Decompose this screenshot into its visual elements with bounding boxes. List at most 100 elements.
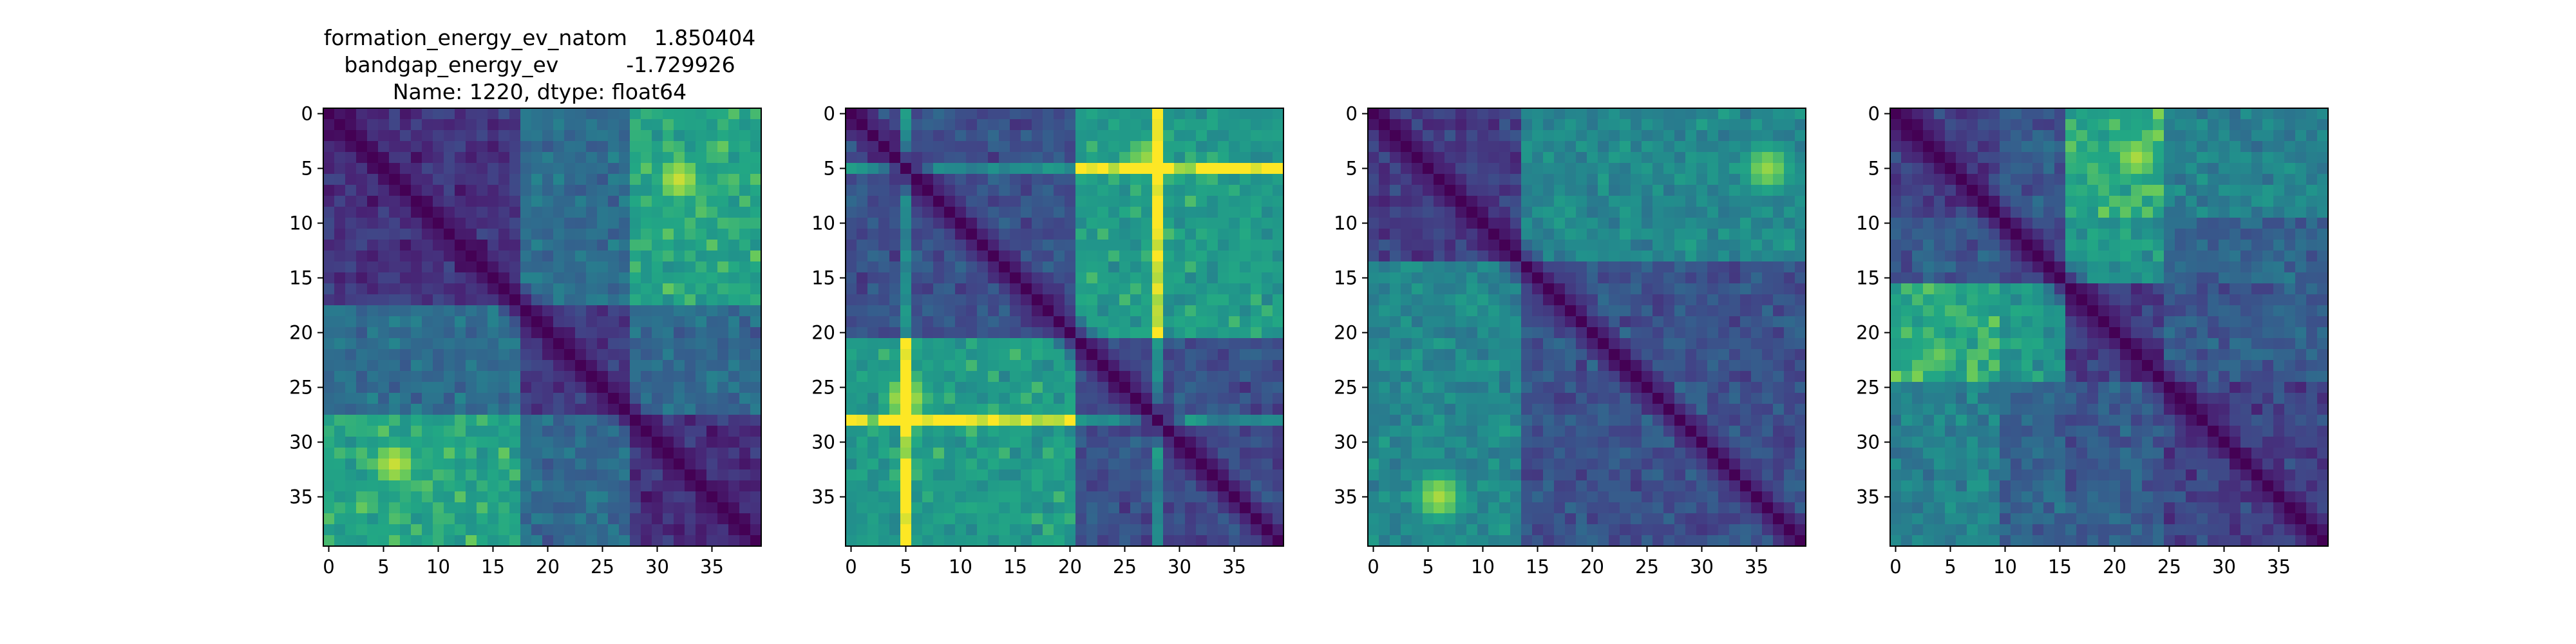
heatmap-cell: [1773, 491, 1785, 503]
heatmap-cell: [878, 130, 890, 142]
heatmap-cell: [1620, 185, 1631, 196]
heatmap-cell: [509, 174, 521, 185]
heatmap-cell: [1576, 404, 1587, 415]
heatmap-cell: [1696, 448, 1708, 459]
heatmap-cell: [685, 502, 696, 514]
heatmap-cell: [977, 513, 989, 525]
heatmap-cell: [1273, 294, 1284, 306]
heatmap-cell: [1412, 349, 1423, 361]
heatmap-cell: [1444, 196, 1456, 207]
heatmap-cell: [1412, 251, 1423, 262]
heatmap-cell: [1499, 426, 1511, 437]
heatmap-cell: [706, 535, 718, 547]
heatmap-cell: [977, 272, 989, 284]
heatmap-cell: [1565, 218, 1577, 229]
heatmap-cell: [706, 316, 718, 328]
heatmap-cell: [1521, 207, 1533, 218]
heatmap-cell: [1444, 327, 1456, 339]
heatmap-cell: [1521, 448, 1533, 459]
heatmap-cell: [1598, 393, 1609, 404]
heatmap-cell: [1251, 502, 1262, 514]
heatmap-cell: [630, 393, 641, 404]
heatmap-cell: [1086, 229, 1098, 240]
heatmap-cell: [1108, 152, 1120, 164]
heatmap-cell: [509, 305, 521, 317]
heatmap-cell: [466, 437, 477, 448]
heatmap-cell: [1631, 480, 1642, 492]
heatmap-cell: [696, 448, 707, 459]
heatmap-cell: [531, 502, 543, 514]
heatmap-cell: [1685, 283, 1697, 295]
heatmap-cell: [608, 316, 620, 328]
heatmap-cell: [1466, 459, 1478, 470]
heatmap-cell: [1510, 108, 1522, 120]
heatmap-cell: [999, 327, 1010, 339]
heatmap-cell: [1663, 251, 1675, 262]
heatmap-cell: [1455, 437, 1467, 448]
heatmap-cell: [498, 338, 510, 350]
heatmap-cell: [966, 535, 978, 547]
heatmap-cell: [477, 152, 488, 164]
heatmap-cell: [1510, 404, 1522, 415]
heatmap-cell: [977, 502, 989, 514]
heatmap-cell: [1032, 448, 1043, 459]
heatmap-cell: [977, 524, 989, 536]
heatmap-cell: [1707, 229, 1719, 240]
heatmap-cell: [1674, 229, 1686, 240]
heatmap-cell: [1207, 459, 1218, 470]
heatmap-cell: [367, 338, 379, 350]
heatmap-cell: [323, 185, 335, 196]
heatmap-cell: [1696, 218, 1708, 229]
heatmap-cell: [1097, 141, 1109, 153]
heatmap-cell: [900, 305, 912, 317]
heatmap-cell: [933, 141, 945, 153]
heatmap-cell: [1423, 426, 1434, 437]
heatmap-cell: [1795, 152, 1806, 164]
heatmap-cell: [706, 437, 718, 448]
heatmap-cell: [1499, 272, 1511, 284]
heatmap-cell: [498, 382, 510, 393]
heatmap-cell: [1218, 535, 1229, 547]
heatmap-cell: [1784, 502, 1795, 514]
heatmap-cell: [1576, 152, 1587, 164]
heatmap-cell: [564, 349, 576, 361]
heatmap-cell: [1707, 502, 1719, 514]
heatmap-cell: [411, 294, 422, 306]
heatmap-cell: [1130, 426, 1142, 437]
heatmap-cell: [1262, 185, 1273, 196]
heatmap-cell: [1663, 261, 1675, 273]
heatmap-cell: [1740, 349, 1752, 361]
heatmap-cell: [367, 305, 379, 317]
heatmap-cell: [857, 393, 868, 404]
heatmap-cell: [663, 174, 674, 185]
heatmap-cell: [933, 535, 945, 547]
heatmap-cell: [1390, 371, 1401, 383]
heatmap-cell: [564, 459, 576, 470]
heatmap-cell: [1729, 480, 1741, 492]
heatmap-cell: [433, 316, 444, 328]
heatmap-cell: [520, 316, 532, 328]
heatmap-cell: [1086, 283, 1098, 295]
heatmap-cell: [1423, 448, 1434, 459]
heatmap-cell: [1065, 338, 1076, 350]
heatmap-cell: [498, 480, 510, 492]
heatmap-cell: [400, 272, 412, 284]
heatmap-cell: [1466, 426, 1478, 437]
heatmap-cell: [1620, 229, 1631, 240]
heatmap-cell: [988, 163, 999, 175]
heatmap-cell: [1598, 130, 1609, 142]
heatmap-cell: [1273, 283, 1284, 295]
heatmap-cell: [739, 163, 751, 175]
heatmap-cell: [1521, 535, 1533, 547]
heatmap-cell: [1273, 152, 1284, 164]
heatmap-cell: [1174, 272, 1186, 284]
heatmap-cell: [389, 119, 401, 131]
heatmap-cell: [1444, 207, 1456, 218]
heatmap-cell: [1587, 316, 1598, 328]
heatmap-cell: [857, 448, 868, 459]
heatmap-cell: [1032, 371, 1043, 383]
heatmap-cell: [1032, 152, 1043, 164]
heatmap-cell: [498, 415, 510, 426]
heatmap-cell: [586, 305, 598, 317]
